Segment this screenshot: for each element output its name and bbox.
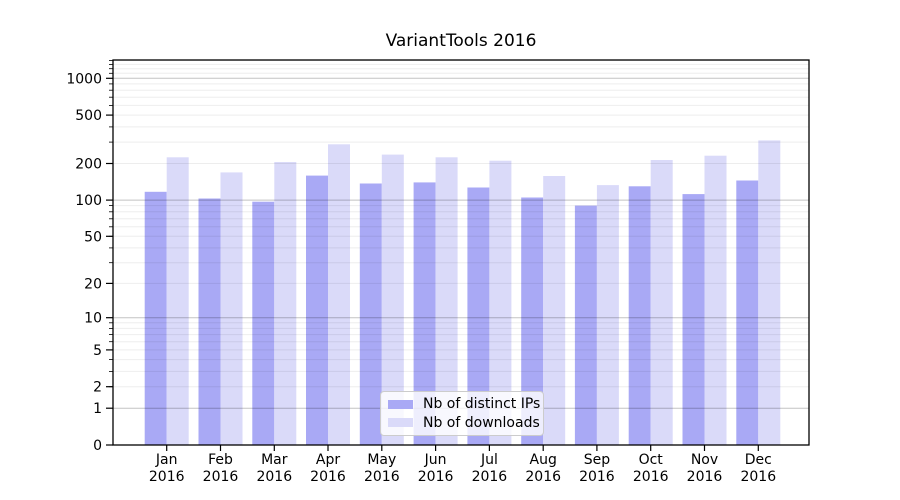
bar-jul-downloads xyxy=(489,160,512,445)
y-tick-label: 20 xyxy=(84,276,102,292)
x-tick-label-year: 2016 xyxy=(740,469,776,485)
y-tick-label: 100 xyxy=(75,193,102,209)
bar-dec-distinct-ips xyxy=(736,180,759,445)
bar-jan-distinct-ips xyxy=(144,191,167,445)
x-tick-label-year: 2016 xyxy=(579,469,615,485)
y-tick-label: 1000 xyxy=(66,71,102,87)
plot-border xyxy=(112,59,810,446)
x-tick-label-year: 2016 xyxy=(525,469,561,485)
y-tick-label: 0 xyxy=(93,438,102,454)
legend-label-downloads: Nb of downloads xyxy=(423,414,540,431)
bar-feb-downloads xyxy=(220,172,243,445)
bar-jun-distinct-ips xyxy=(413,182,436,445)
x-tick-label-month: Feb xyxy=(208,452,233,468)
bar-may-distinct-ips xyxy=(359,183,382,445)
x-tick-label-year: 2016 xyxy=(149,469,185,485)
x-tick-label-month: Sep xyxy=(584,452,611,468)
legend-box: Nb of distinct IPs Nb of downloads xyxy=(380,391,544,436)
x-tick-label-month: Aug xyxy=(530,452,557,468)
bar-nov-downloads xyxy=(704,155,727,445)
x-tick-label-month: Jun xyxy=(424,452,447,468)
x-tick-label-year: 2016 xyxy=(633,469,669,485)
legend-swatch-downloads xyxy=(388,418,413,428)
x-tick-label-year: 2016 xyxy=(418,469,454,485)
x-tick-label-month: May xyxy=(367,452,396,468)
x-tick-label-year: 2016 xyxy=(310,469,346,485)
x-tick-label-month: Dec xyxy=(745,452,772,468)
y-tick-label: 10 xyxy=(84,311,102,327)
x-tick-label-month: Mar xyxy=(261,452,288,468)
legend-item-distinct-ips: Nb of distinct IPs xyxy=(388,396,541,413)
bar-jan-downloads xyxy=(166,157,189,446)
bar-oct-downloads xyxy=(650,160,673,445)
x-tick-label-year: 2016 xyxy=(687,469,723,485)
y-tick-label: 50 xyxy=(84,229,102,245)
bar-feb-distinct-ips xyxy=(198,198,221,445)
bar-sep-distinct-ips xyxy=(574,205,597,445)
y-tick-label: 500 xyxy=(75,108,102,124)
bar-nov-distinct-ips xyxy=(682,194,705,445)
bar-jul-distinct-ips xyxy=(467,187,490,445)
x-tick-label-year: 2016 xyxy=(364,469,400,485)
legend-item-downloads: Nb of downloads xyxy=(388,414,540,431)
y-tick-label: 5 xyxy=(93,343,102,359)
y-tick-label: 1 xyxy=(93,401,102,417)
x-tick-label-year: 2016 xyxy=(256,469,292,485)
bar-aug-downloads xyxy=(543,176,566,445)
bar-jun-downloads xyxy=(435,157,458,446)
bar-dec-downloads xyxy=(758,140,781,445)
legend-swatch-distinct-ips xyxy=(388,399,413,409)
bar-may-downloads xyxy=(381,154,404,445)
bar-apr-distinct-ips xyxy=(306,175,328,445)
y-tick-label: 200 xyxy=(75,157,102,173)
bar-mar-distinct-ips xyxy=(252,201,275,445)
bar-apr-downloads xyxy=(328,144,350,446)
bar-mar-downloads xyxy=(274,162,297,445)
bar-sep-downloads xyxy=(596,185,619,445)
chart-title: VariantTools 2016 xyxy=(385,31,537,51)
y-tick-label: 2 xyxy=(93,380,102,396)
x-tick-label-month: Oct xyxy=(639,452,664,468)
x-tick-label-year: 2016 xyxy=(472,469,508,485)
x-tick-label-year: 2016 xyxy=(203,469,239,485)
bar-oct-distinct-ips xyxy=(628,186,651,446)
legend-label-distinct-ips: Nb of distinct IPs xyxy=(423,396,541,413)
x-tick-label-month: Jan xyxy=(155,452,178,468)
x-tick-label-month: Apr xyxy=(316,452,340,468)
x-tick-label-month: Nov xyxy=(691,452,718,468)
bar-aug-distinct-ips xyxy=(521,197,544,445)
x-tick-label-month: Jul xyxy=(480,452,498,468)
